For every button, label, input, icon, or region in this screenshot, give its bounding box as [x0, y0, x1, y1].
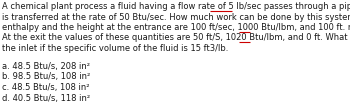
Text: c. 48.5 Btu/s, 108 in²: c. 48.5 Btu/s, 108 in² — [2, 83, 90, 92]
Text: b. 98.5 Btu/s, 108 in²: b. 98.5 Btu/s, 108 in² — [2, 72, 90, 82]
Text: A chemical plant process a fluid having a flow rate of 5 lb/sec passes through a: A chemical plant process a fluid having … — [2, 2, 350, 11]
Text: enthalpy and the height at the entrance are 100 ft/sec, 1000 Btu/lbm, and 100 ft: enthalpy and the height at the entrance … — [2, 23, 350, 32]
Text: is transferred at the rate of 50 Btu/sec. How much work can be done by this syst: is transferred at the rate of 50 Btu/sec… — [2, 13, 350, 21]
Text: At the exit the values of these quantities are 50 ft/S, 1020 Btu/lbm, and 0 ft. : At the exit the values of these quantiti… — [2, 33, 350, 43]
Text: a. 48.5 Btu/s, 208 in²: a. 48.5 Btu/s, 208 in² — [2, 62, 90, 71]
Text: d. 40.5 Btu/s, 118 in²: d. 40.5 Btu/s, 118 in² — [2, 94, 90, 102]
Text: the inlet if the specific volume of the fluid is 15 ft3/lb.: the inlet if the specific volume of the … — [2, 44, 228, 53]
